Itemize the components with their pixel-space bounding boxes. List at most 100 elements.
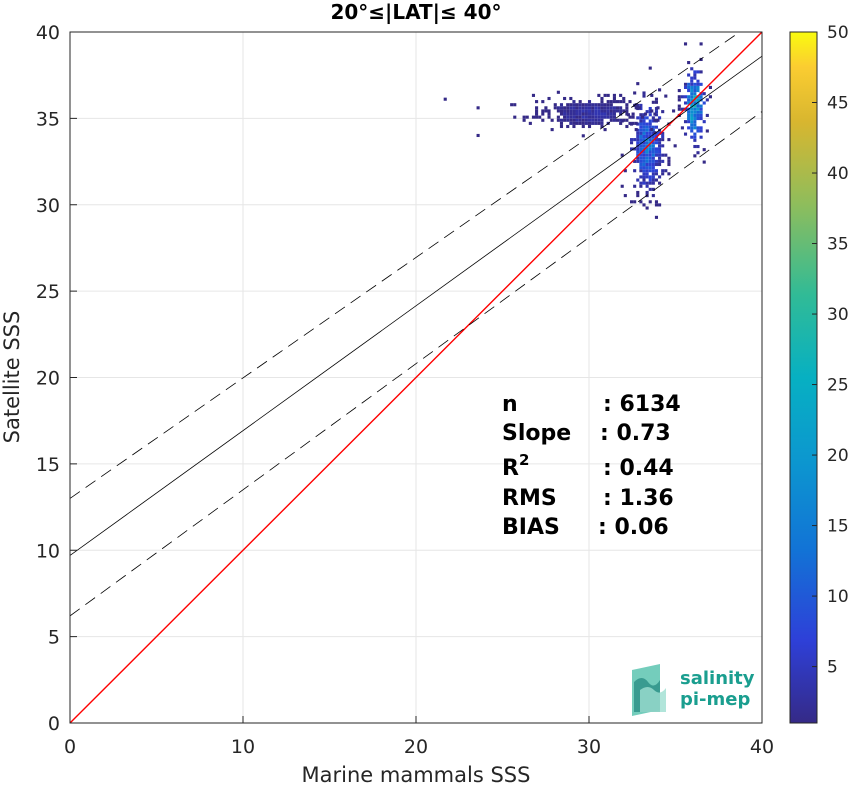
density-cell [572,115,576,119]
density-cell [556,115,560,119]
density-cell [581,124,585,129]
density-cell [597,106,601,110]
density-cell [683,95,688,99]
outlier-cell [476,106,480,110]
density-cell [619,112,623,116]
density-cell [578,115,582,119]
density-cell [591,121,595,125]
colorbar-tick-label: 15 [827,517,849,537]
density-cell [642,128,646,132]
density-cell [581,121,585,125]
density-cell [677,89,681,93]
density-cell [639,141,643,145]
density-cell [597,115,601,119]
density-cell [667,156,671,160]
density-cell [693,89,697,93]
density-cell [603,109,607,113]
density-cell [615,106,620,110]
density-cell [648,175,652,179]
density-cell [594,115,598,119]
density-cell [566,118,570,122]
density-cell [690,92,694,96]
density-cell [696,82,700,86]
density-cell [648,153,652,157]
density-cell [699,42,703,46]
density-cell [702,148,706,152]
y-tick-label: 10 [36,540,60,562]
density-cell [648,169,652,173]
density-cell [690,126,694,130]
density-cell [699,70,703,74]
density-cell [645,131,649,135]
density-cell [654,147,659,151]
density-cell [661,144,665,148]
density-cell [645,141,649,145]
density-cell [581,112,585,116]
density-cell [645,153,649,157]
density-cell [563,112,567,116]
density-cell [633,159,637,163]
density-cell [513,103,517,107]
density-cell [645,122,649,126]
density-cell [687,126,691,130]
density-cell [584,121,588,125]
density-cell [642,116,646,120]
density-cell [651,153,655,157]
density-cell [690,82,694,86]
y-axis-ticks: 0 5 10 15 20 25 30 35 40 [36,22,77,735]
colorbar-tick-label: 35 [827,235,849,255]
density-cell [690,113,694,117]
x-tick-label: 40 [750,736,774,758]
density-cell [642,131,646,135]
density-cell [606,112,610,116]
density-cell [658,156,662,160]
density-cell [696,85,700,89]
density-cell [696,116,700,121]
density-cell [642,122,646,126]
density-cell [612,112,616,116]
density-cell [639,156,643,160]
outlier-cell [476,133,480,138]
density-cell [572,106,576,110]
density-cell [645,156,649,160]
stat-rms-label: RMS [502,486,557,511]
density-cell [645,138,649,142]
density-cell [648,200,652,204]
density-cell [556,90,560,94]
density-cell [639,113,643,117]
density-cell [597,93,601,97]
density-cell [673,144,677,148]
density-cell [572,118,576,122]
density-cell [522,118,526,122]
colorbar-tick-label: 50 [827,23,849,43]
density-cell [651,181,655,185]
density-cell [642,91,646,95]
density-cell [644,112,648,116]
density-cell [642,178,646,182]
density-cell [683,101,688,105]
density-cell [535,109,539,113]
colorbar-tick-label: 40 [827,164,849,184]
y-tick-label: 35 [36,108,60,130]
density-cell [705,113,709,117]
density-cell [639,138,643,142]
density-cell [690,107,694,111]
density-cell [578,112,582,116]
density-cell [603,128,607,132]
density-cell [656,106,660,110]
density-cell [612,118,616,122]
density-cell [645,110,649,114]
density-cell [648,150,652,154]
density-cell [609,100,613,104]
density-cell [572,112,576,116]
density-cell [699,104,703,108]
density-cell [535,112,539,116]
density-cell [696,107,700,111]
density-cell [651,128,655,132]
density-cell [636,147,640,151]
density-cell [575,115,579,119]
density-cell [645,190,649,195]
x-axis-label: Marine mammals SSS [302,763,531,786]
density-cell [569,96,573,101]
